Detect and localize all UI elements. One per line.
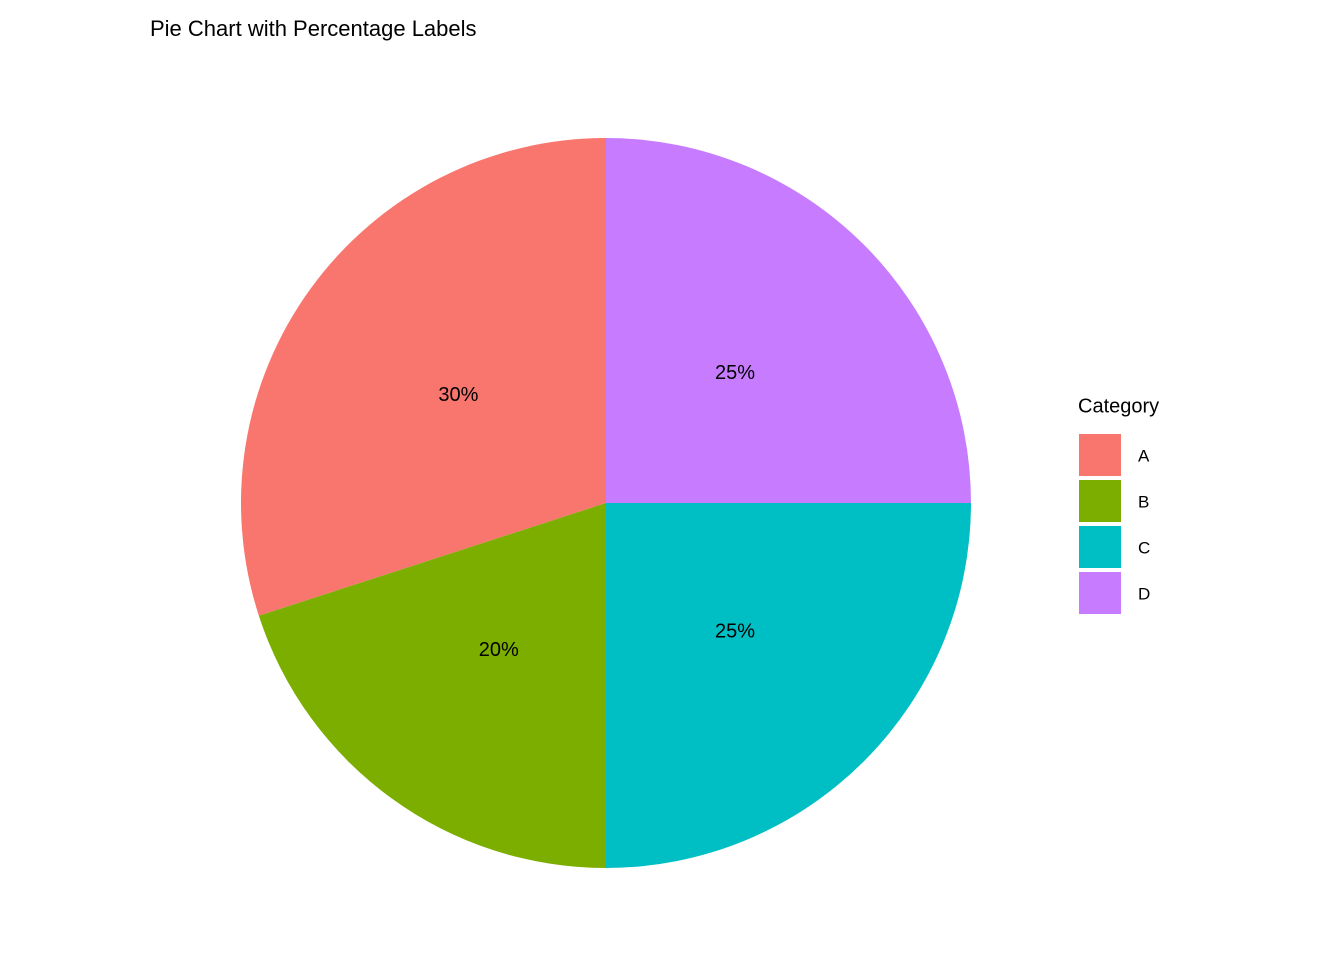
legend-key (1079, 480, 1121, 522)
pie-slice (258, 503, 606, 868)
pie-slice (240, 138, 606, 616)
data-label: 20% (479, 639, 519, 661)
data-label: 25% (715, 362, 755, 384)
legend-title: Category (1078, 395, 1159, 417)
pie-slice (606, 503, 971, 868)
pie-slice (606, 138, 971, 503)
data-label: 25% (715, 620, 755, 642)
chart-title: Pie Chart with Percentage Labels (150, 16, 477, 41)
legend-label: D (1138, 584, 1150, 603)
legend-label: C (1138, 538, 1150, 557)
legend-label: B (1138, 492, 1149, 511)
data-label: 30% (438, 384, 478, 406)
legend-label: A (1138, 446, 1150, 465)
legend-key (1079, 572, 1121, 614)
legend-key (1079, 526, 1121, 568)
legend-key (1079, 434, 1121, 476)
